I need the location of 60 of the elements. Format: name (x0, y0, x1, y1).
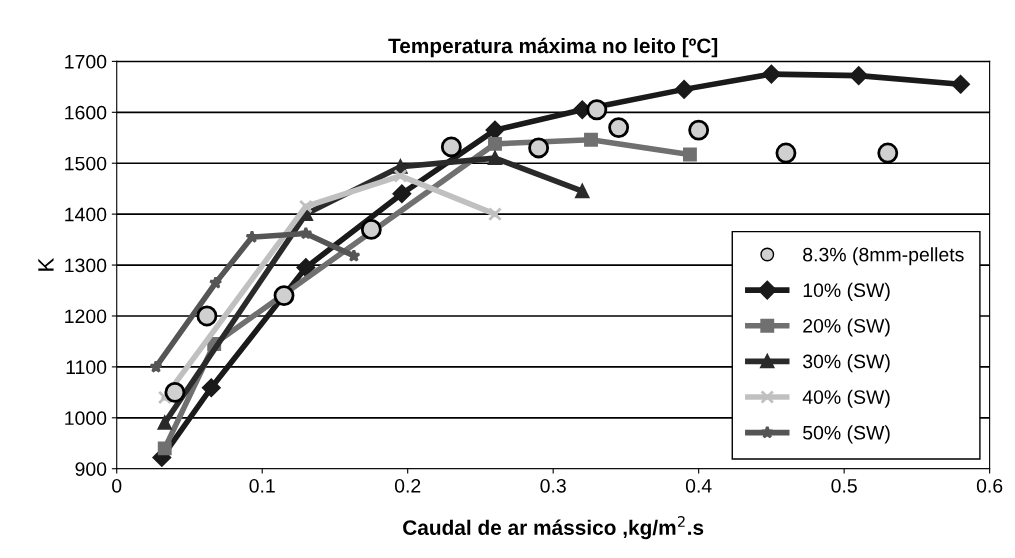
point (298, 199, 313, 214)
y-tick-label: 1000 (65, 411, 107, 426)
x-tick-label: 0 (112, 478, 122, 493)
point (296, 258, 316, 277)
point (584, 132, 598, 147)
point (488, 207, 502, 222)
point (951, 75, 970, 94)
point (775, 142, 797, 164)
point (157, 415, 172, 430)
legend-label: 20% (SW) (803, 318, 890, 337)
point (674, 80, 694, 99)
point (849, 66, 868, 85)
y-tick-label: 1300 (65, 258, 107, 273)
legend-label: 40% (SW) (802, 389, 890, 408)
point (299, 226, 313, 240)
legend-label: 30% (SW) (803, 354, 890, 373)
point (586, 99, 608, 121)
point (208, 275, 223, 289)
point (488, 136, 502, 151)
y-tick-label: 1700 (65, 54, 107, 69)
point (528, 137, 550, 159)
point (202, 378, 221, 398)
point (485, 120, 505, 140)
chart-title: Temperatura máxima no leito [ºC] (388, 37, 718, 58)
y-tick-label: 1100 (66, 360, 107, 375)
x-tick-label: 0.6 (976, 478, 1003, 493)
x-tick-label: 0.1 (249, 478, 275, 493)
point (157, 390, 172, 405)
x-tick-label: 0.2 (394, 478, 421, 493)
x-axis-title: Caudal de ar mássico ,kg/m$^{2}$.s (403, 516, 704, 540)
point (196, 305, 218, 327)
legend-label: 8.3% (8mm-pellets (803, 247, 964, 266)
point (393, 169, 408, 183)
y-tick-label: 900 (75, 462, 107, 476)
y-tick-label: 1600 (65, 105, 107, 120)
y-tick-label: 1200 (65, 309, 107, 324)
point (688, 119, 710, 141)
point (440, 136, 462, 158)
y-axis-title: K (38, 257, 54, 271)
point (682, 147, 697, 162)
point (608, 117, 630, 139)
legend-label: 10% (SW) (803, 282, 890, 301)
point (273, 285, 295, 307)
point (360, 218, 382, 240)
point (488, 151, 502, 166)
x-tick-label: 0.3 (540, 478, 566, 493)
point (164, 381, 186, 403)
point (157, 441, 172, 456)
y-tick-label: 1400 (65, 207, 107, 222)
point (877, 142, 899, 164)
point (149, 359, 163, 373)
point (392, 184, 412, 204)
point (762, 64, 781, 84)
y-tick-label: 1500 (65, 156, 107, 171)
x-tick-label: 0.5 (831, 478, 857, 493)
point (347, 248, 361, 262)
point (575, 184, 590, 199)
point (245, 230, 259, 243)
legend-label: 50% (SW) (803, 425, 890, 444)
x-tick-label: 0.4 (685, 478, 712, 493)
